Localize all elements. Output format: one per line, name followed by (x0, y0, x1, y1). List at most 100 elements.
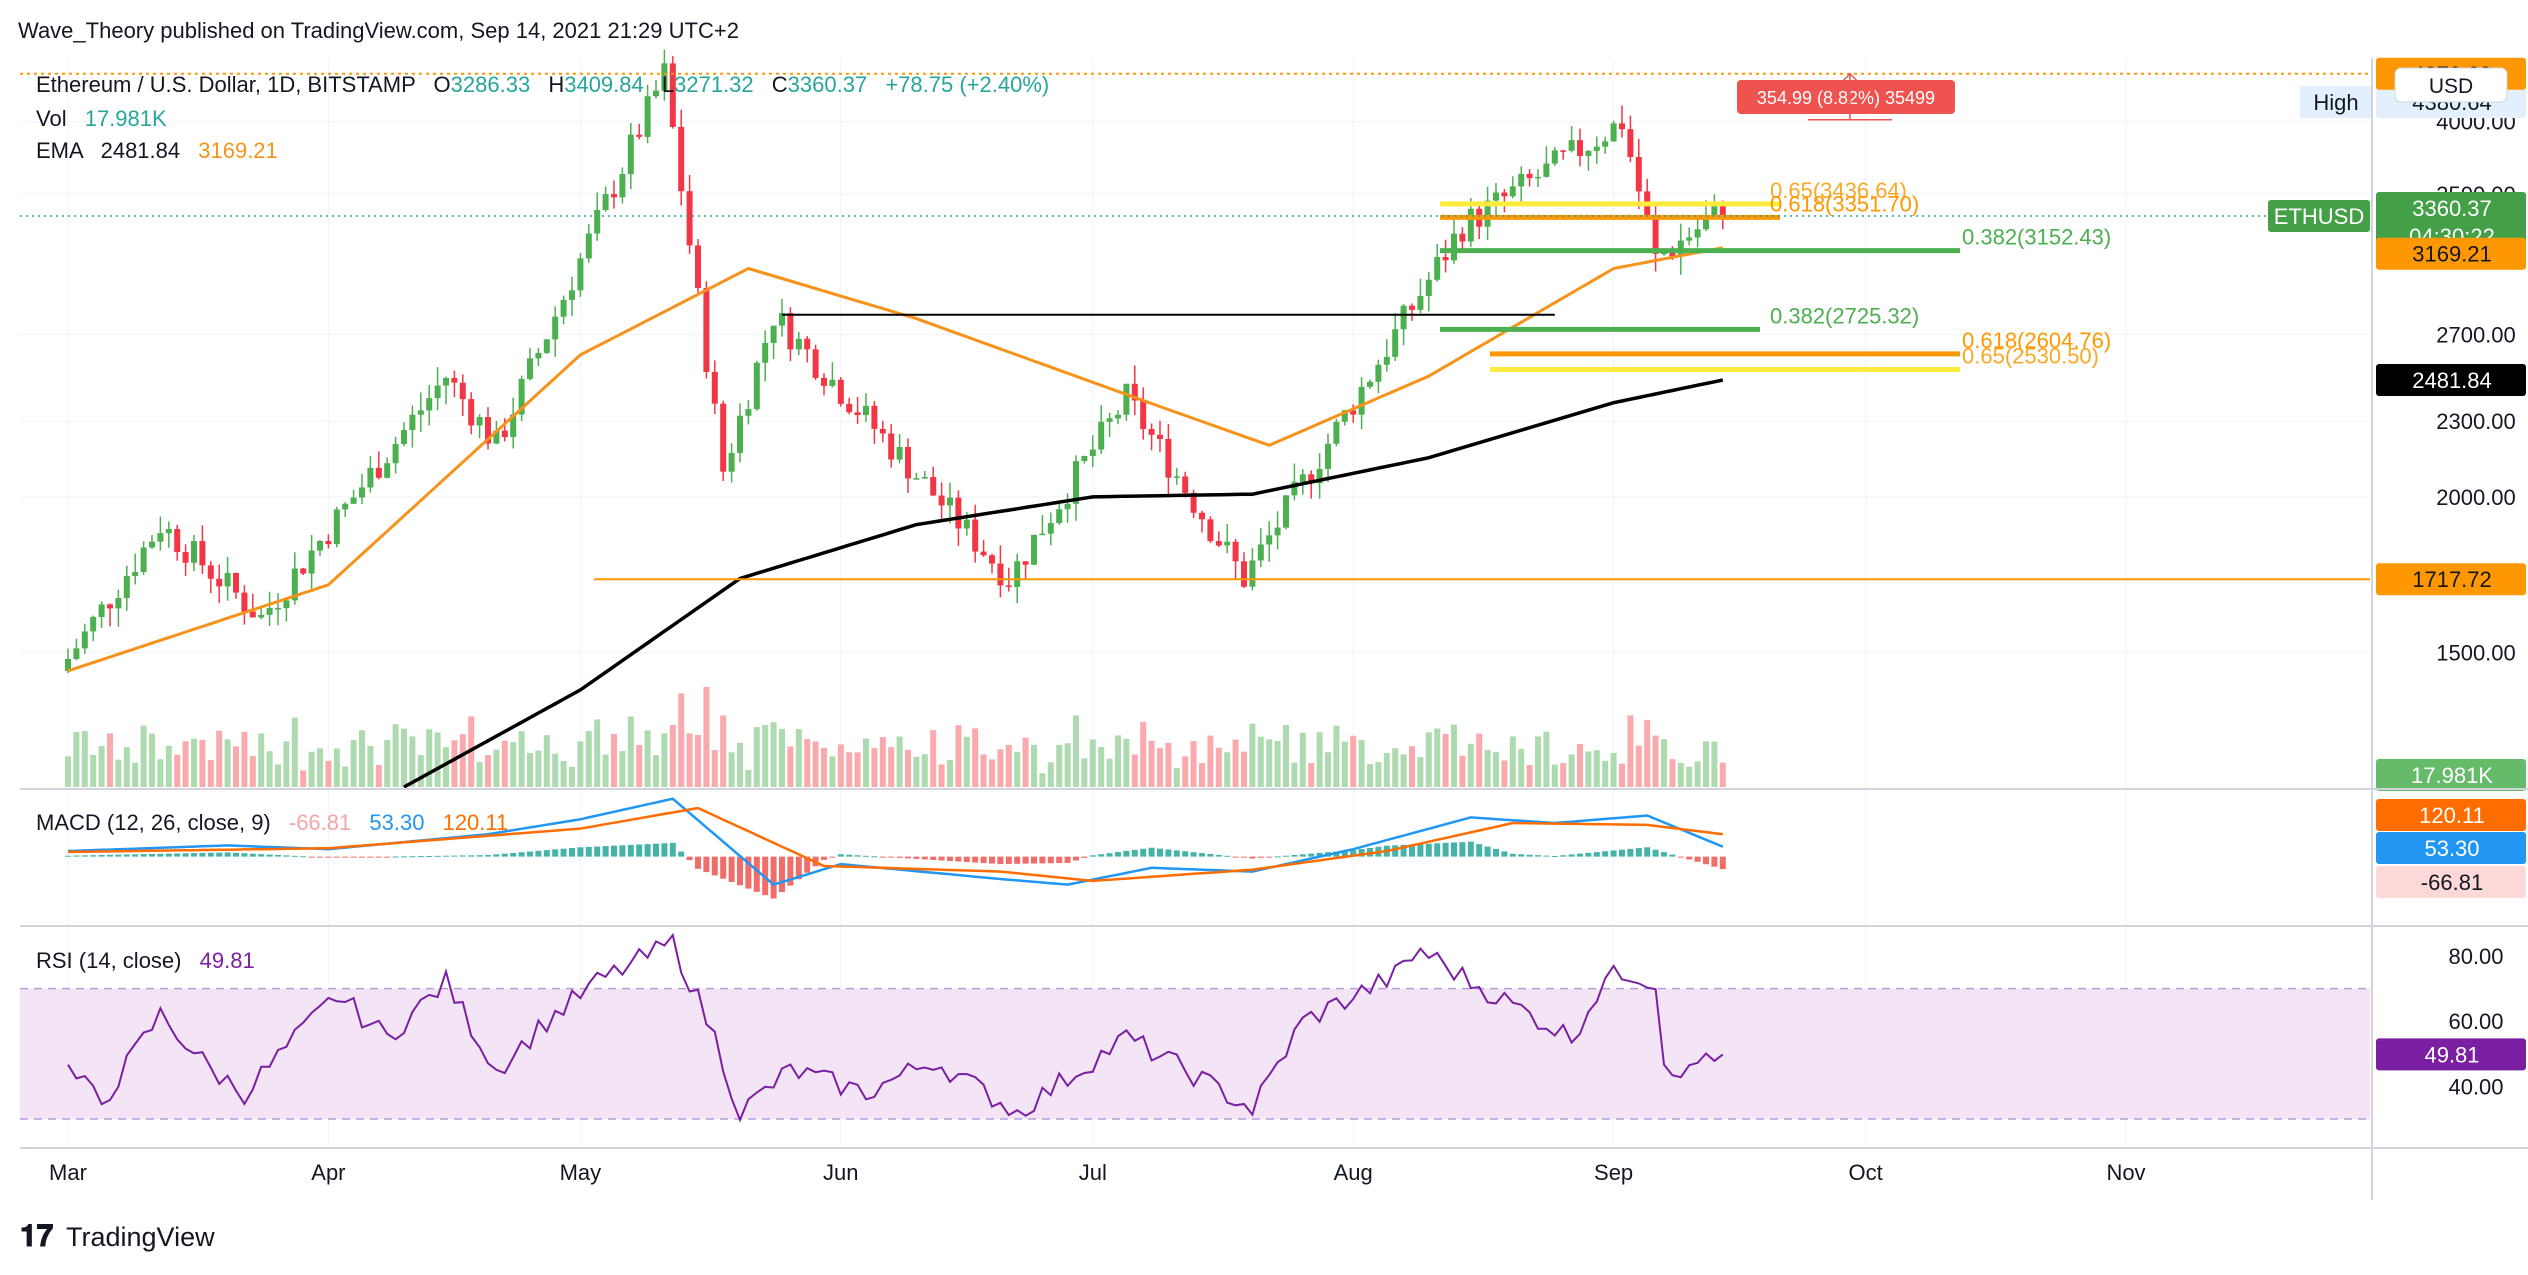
macd-legend[interactable]: MACD (12, 26, close, 9) -66.81 53.30 120… (36, 810, 508, 835)
macd-histogram-bar (997, 856, 1004, 865)
candle-body (468, 399, 475, 426)
candle-body (1409, 305, 1415, 310)
candle-body (577, 258, 584, 291)
candle-body (661, 63, 668, 91)
macd-histogram-bar (913, 856, 920, 859)
macd-histogram-bar (947, 856, 953, 861)
candle-body (459, 382, 466, 400)
grid-layer (20, 58, 2370, 1146)
candle-body (426, 398, 433, 411)
macd-signal-value: 120.11 (443, 810, 509, 835)
candle-body (871, 405, 878, 429)
candle-body (233, 572, 239, 593)
volume-bar (1501, 760, 1508, 787)
candle-body (1535, 176, 1541, 179)
macd-histogram-bar (1182, 851, 1189, 857)
volume-bar (1140, 721, 1147, 787)
volume-bar (1375, 762, 1382, 787)
volume-bar (1232, 739, 1239, 787)
candle-body (375, 467, 382, 478)
time-tick-label: Aug (1334, 1160, 1373, 1185)
candle-body (1459, 233, 1466, 242)
candle-body (65, 659, 71, 671)
candle-body (392, 443, 399, 464)
macd-histogram-bar (1316, 852, 1323, 857)
volume-bar (300, 770, 307, 787)
volume-bar (686, 733, 693, 787)
candle-body (879, 428, 886, 434)
tradingview-logo[interactable]: 𝟏𝟕 TradingView (20, 1220, 215, 1253)
candle-body (1123, 383, 1130, 415)
candle-body (1593, 146, 1600, 151)
candle-body (140, 547, 147, 572)
volume-bar (1518, 748, 1525, 787)
macd-histogram-bar (1299, 854, 1306, 857)
candles-layer (65, 49, 1726, 674)
volume-bar (947, 760, 953, 787)
candle-body (1098, 421, 1105, 450)
volume-bar (1316, 732, 1323, 787)
candle-body (359, 487, 365, 498)
candle-body (1005, 585, 1012, 587)
macd-histogram-bar (291, 855, 298, 857)
macd-histogram-bar (476, 855, 483, 857)
macd-histogram-bar (653, 843, 659, 857)
volume-bar (1476, 733, 1483, 787)
macd-histogram-bar (1509, 853, 1516, 857)
macd-pane[interactable] (20, 790, 2370, 925)
vol-label: Vol (36, 106, 67, 131)
macd-value: 53.30 (369, 810, 424, 835)
volume-bar (896, 736, 903, 787)
price-pane[interactable] (20, 58, 2370, 788)
volume-bar (955, 725, 962, 787)
volume-bar (1400, 754, 1407, 787)
macd-histogram-bar (837, 854, 844, 857)
volume-bar (711, 750, 718, 787)
macd-histogram-bar (451, 855, 458, 857)
candle-body (123, 575, 130, 599)
macd-histogram-bar (1022, 856, 1029, 864)
candle-body (1148, 428, 1155, 435)
volume-bar (972, 728, 979, 787)
candle-body (585, 233, 592, 259)
published-line: Wave_Theory published on TradingView.com… (18, 18, 739, 43)
volume-bar (1719, 762, 1726, 787)
volume-bar (535, 750, 542, 787)
volume-bar (913, 756, 920, 787)
rsi-tick-label: 40.00 (2448, 1074, 2503, 1099)
macd-histogram-bar (745, 856, 752, 889)
candle-body (90, 617, 97, 632)
last-price-tag: 3360.37 (2412, 196, 2492, 221)
volume-bar (804, 738, 811, 787)
volume-bar (1358, 739, 1365, 787)
volume-bar (1190, 741, 1197, 787)
currency-button[interactable]: USD (2394, 67, 2508, 103)
candle-body (409, 414, 416, 431)
candle-body (686, 191, 693, 246)
ema-200-value: 2481.84 (101, 138, 181, 163)
candle-body (703, 288, 710, 372)
volume-bar (611, 734, 617, 787)
macd-histogram-bar (81, 855, 88, 857)
candle-body (1081, 455, 1088, 462)
candle-body (241, 592, 248, 612)
macd-histogram-bar (577, 847, 584, 857)
volume-bar (1266, 739, 1273, 787)
volume-bar (233, 746, 239, 787)
rsi-params: RSI (14, close) (36, 948, 182, 973)
candle-body (745, 409, 752, 416)
volume-bar (779, 728, 785, 787)
candle-body (1165, 438, 1172, 478)
candle-body (342, 503, 349, 510)
volume-bar (594, 719, 601, 787)
symbol-legend[interactable]: Ethereum / U.S. Dollar, 1D, BITSTAMP O32… (36, 72, 1049, 163)
high-tag-label: High (2313, 90, 2358, 115)
levels-layer: 0.65(3436.64)0.618(3351.70) 0.382(3152.43… (20, 72, 2370, 581)
volume-bar (107, 733, 113, 787)
candle-body (711, 371, 718, 404)
macd-histogram-bar (585, 846, 592, 857)
candle-body (443, 378, 449, 386)
rsi-legend[interactable]: RSI (14, close) 49.81 (36, 948, 255, 973)
time-tick-label: Nov (2106, 1160, 2145, 1185)
candle-body (854, 412, 861, 416)
